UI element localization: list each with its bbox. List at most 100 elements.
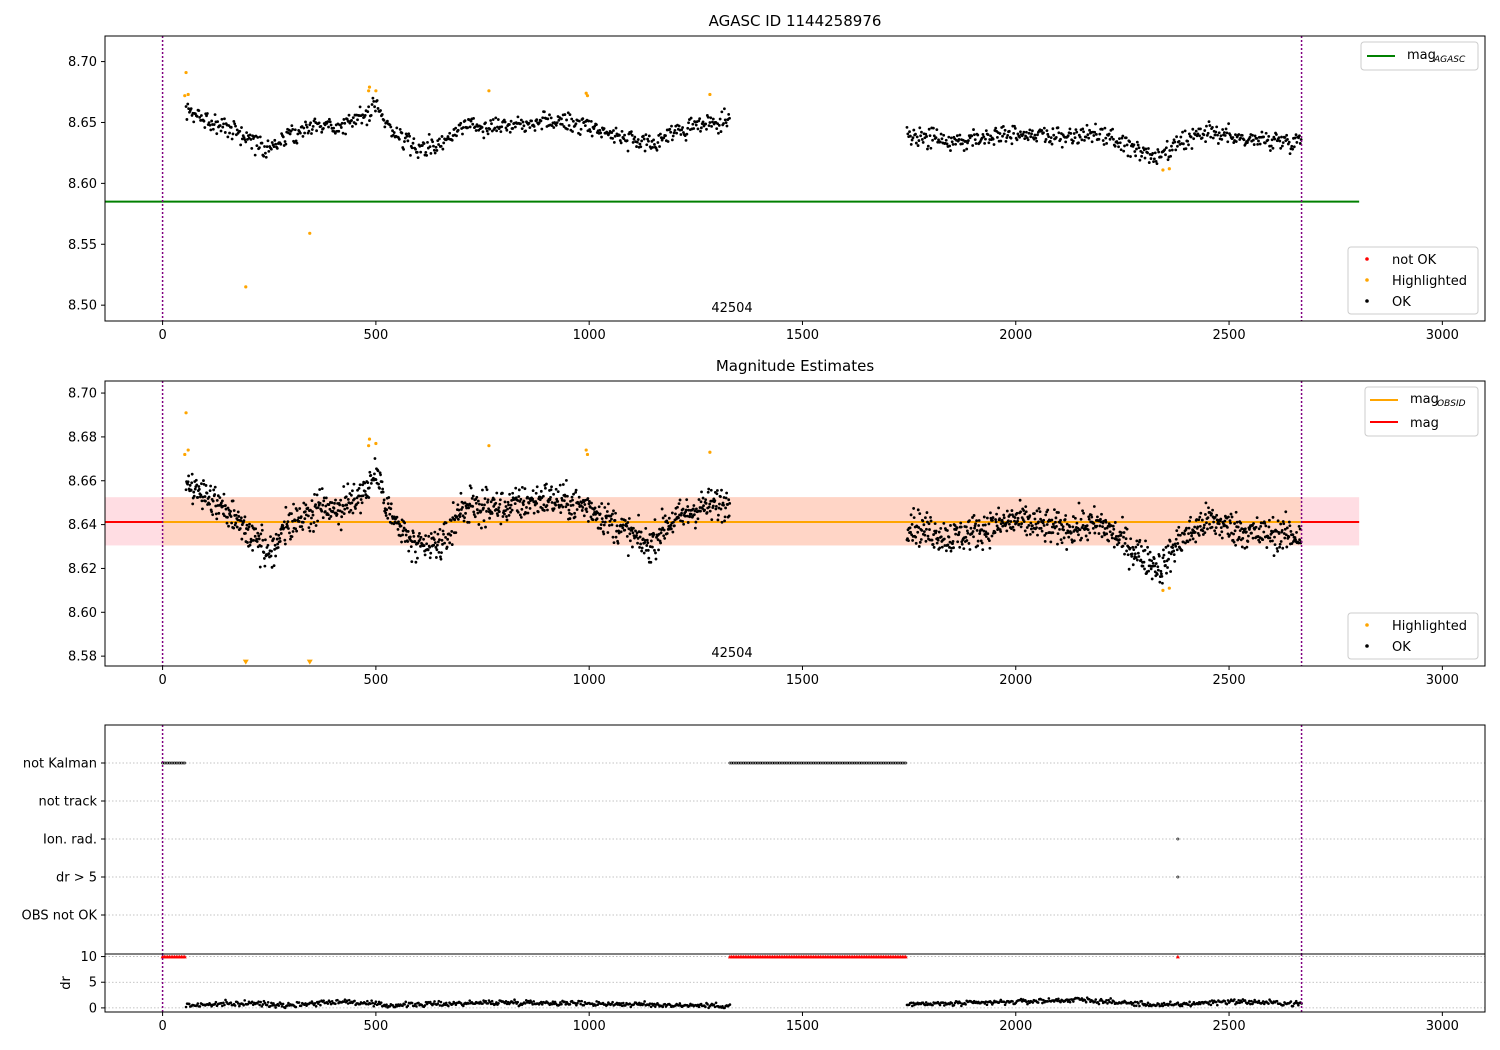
ok-point: [487, 507, 490, 511]
ok-point: [692, 504, 696, 507]
ok-point: [1149, 567, 1153, 571]
ok-point: [554, 503, 558, 507]
ok-point: [1013, 516, 1017, 519]
ok-point: [231, 499, 235, 503]
ok-point: [1089, 513, 1093, 517]
ok-point: [382, 118, 386, 122]
ok-point: [1033, 512, 1036, 515]
flag-point: [827, 761, 831, 765]
ok-point: [1042, 126, 1046, 130]
ok-point: [1240, 133, 1244, 137]
ok-point: [296, 132, 300, 136]
dr-point: [1291, 1004, 1295, 1008]
flag-point: [743, 761, 747, 765]
ok-point: [967, 542, 971, 545]
ok-point: [518, 500, 522, 503]
ok-point: [1043, 540, 1047, 543]
flag-point: [902, 761, 906, 765]
ok-point: [1203, 129, 1207, 132]
dr-point: [582, 1003, 586, 1007]
ok-point: [350, 501, 354, 505]
ok-point: [321, 516, 325, 520]
ok-point: [416, 556, 419, 560]
ok-point: [475, 508, 479, 511]
dr-point: [1003, 1003, 1007, 1007]
ok-point: [601, 520, 605, 524]
ok-point: [474, 129, 478, 132]
dr-point: [1169, 1000, 1172, 1003]
ok-point: [381, 487, 385, 491]
ok-point: [441, 542, 444, 546]
ok-point: [254, 527, 258, 531]
ok-point: [437, 540, 440, 544]
ok-point: [587, 119, 591, 123]
ok-point: [657, 532, 661, 536]
ok-point: [1205, 133, 1209, 137]
ok-point: [1247, 534, 1250, 538]
highlighted-out-of-range-marker: [242, 659, 249, 665]
ok-point: [727, 112, 731, 116]
dr-point: [578, 999, 581, 1003]
ok-point: [279, 532, 283, 535]
ok-point: [314, 524, 318, 527]
dr-point: [261, 1003, 265, 1006]
ok-point: [263, 151, 267, 155]
flag-point: [849, 761, 853, 765]
y-axis: 8.588.608.628.648.668.688.70: [68, 387, 105, 665]
ok-point: [382, 501, 386, 505]
ok-point: [324, 504, 328, 508]
ok-point: [1202, 523, 1206, 527]
ok-point: [1040, 128, 1044, 132]
dr-point: [575, 1003, 578, 1007]
ok-point: [636, 138, 640, 141]
ok-point: [524, 129, 528, 133]
ok-point: [1238, 529, 1242, 533]
ok-point: [1105, 141, 1109, 145]
dr-point: [417, 1001, 420, 1005]
ok-point: [340, 510, 344, 514]
dr-point: [198, 1005, 202, 1008]
flag-point: [164, 761, 168, 765]
ok-point: [239, 519, 243, 522]
ok-point: [498, 502, 502, 506]
ok-point: [1103, 533, 1106, 537]
ok-point: [573, 515, 577, 519]
ok-point: [1094, 133, 1098, 136]
ok-point: [425, 154, 429, 157]
ok-point: [556, 500, 560, 503]
x-tick-label: 1500: [786, 328, 819, 343]
ok-point: [438, 137, 441, 141]
ok-point: [976, 544, 980, 548]
dr-point: [1267, 1002, 1270, 1005]
ok-point: [646, 541, 650, 545]
ok-point: [434, 145, 438, 149]
dr-point: [1140, 999, 1143, 1003]
x-tick-label: 1500: [786, 1019, 819, 1034]
ok-point: [1162, 553, 1166, 557]
dr-point: [414, 1002, 417, 1006]
dr-point: [342, 1000, 346, 1003]
ok-point: [351, 489, 354, 493]
ok-point: [562, 499, 566, 503]
ok-point: [461, 506, 464, 509]
ok-point: [486, 498, 490, 502]
ok-point: [592, 513, 595, 516]
ok-point: [458, 515, 462, 519]
ok-point: [996, 135, 999, 139]
ok-point: [290, 512, 293, 516]
ok-point: [202, 119, 206, 123]
ok-point: [909, 530, 912, 534]
ok-point: [1115, 543, 1119, 547]
ok-point: [1147, 147, 1150, 150]
flag-point: [863, 761, 867, 765]
ok-point: [632, 137, 636, 141]
flag-point: [171, 761, 175, 765]
ok-point: [957, 138, 961, 141]
flag-point: [769, 761, 773, 765]
ok-point: [229, 515, 233, 518]
ok-point: [489, 119, 493, 122]
ok-point: [1234, 543, 1238, 547]
ok-point: [507, 503, 510, 507]
ok-point: [1190, 534, 1193, 538]
